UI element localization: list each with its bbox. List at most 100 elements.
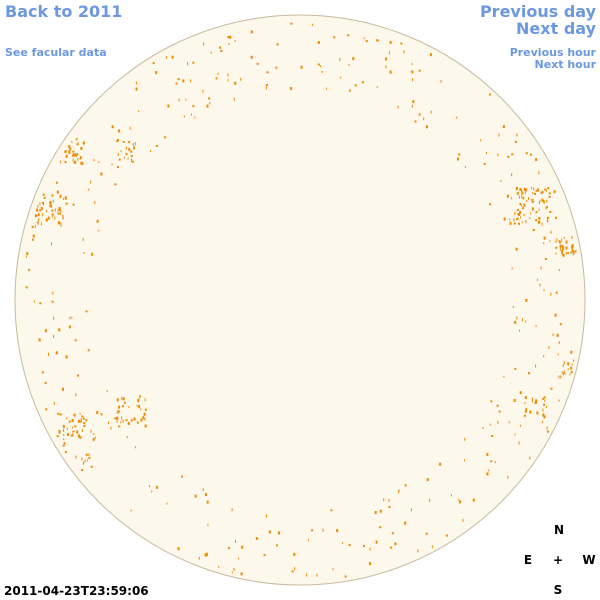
facula [165, 56, 167, 59]
facula [138, 398, 140, 400]
facula [114, 183, 117, 186]
facula [544, 258, 547, 260]
facula [322, 528, 324, 532]
facula [412, 100, 415, 104]
facula [516, 209, 519, 211]
facula [76, 430, 79, 434]
facula [560, 375, 562, 379]
facula [543, 396, 546, 399]
facula [275, 66, 278, 69]
facula [555, 240, 557, 243]
facula [548, 345, 550, 349]
facula [238, 557, 240, 560]
facula [111, 163, 113, 166]
facula [41, 371, 44, 374]
facula [507, 475, 509, 479]
facula [546, 189, 547, 192]
facula [122, 140, 125, 143]
facula [570, 366, 573, 370]
facula [152, 62, 155, 65]
facula [119, 425, 121, 428]
facula [81, 457, 83, 461]
compass-west: W [582, 553, 595, 567]
facula [31, 225, 34, 228]
facula [398, 489, 400, 493]
facula [59, 194, 62, 198]
facula [77, 157, 79, 161]
facula [439, 462, 442, 466]
facula [425, 532, 428, 535]
facula [561, 238, 563, 242]
facula [330, 509, 333, 512]
facula [231, 508, 233, 512]
facula [121, 405, 124, 408]
facula [558, 241, 561, 243]
facula [543, 236, 546, 240]
facula [126, 436, 128, 439]
compass-north: N [554, 523, 564, 537]
facula [56, 190, 59, 194]
facula [135, 87, 138, 91]
facula [37, 204, 39, 208]
previous-day-link[interactable]: Previous day [480, 2, 597, 21]
facula [426, 478, 429, 482]
facula [241, 545, 244, 549]
timestamp: 2011-04-23T23:59:06 [4, 584, 149, 598]
facula [144, 408, 147, 411]
facula [131, 160, 134, 163]
facula [290, 22, 293, 25]
facula [120, 421, 122, 424]
facula [546, 220, 548, 223]
facula [558, 239, 560, 242]
facula [516, 316, 518, 320]
facula [64, 451, 67, 454]
facula [90, 465, 93, 468]
facula [490, 460, 493, 463]
facula [389, 70, 392, 74]
facula [96, 219, 99, 223]
facula [51, 300, 54, 303]
next-hour-link[interactable]: Next hour [535, 58, 597, 71]
facula [78, 434, 81, 438]
facula [348, 64, 350, 66]
facula [181, 475, 183, 478]
facula [506, 194, 509, 198]
facula [462, 519, 464, 522]
facula [38, 218, 40, 222]
facula [520, 216, 522, 219]
facula [45, 408, 48, 411]
facula [354, 84, 357, 87]
facula [80, 420, 82, 423]
facula [572, 252, 574, 256]
facula [321, 71, 323, 73]
facular-link[interactable]: See facular data [5, 46, 107, 59]
facula [88, 456, 91, 459]
facula [209, 102, 211, 105]
facula [63, 442, 66, 445]
previous-hour-link[interactable]: Previous hour [510, 46, 597, 59]
facula [532, 397, 533, 401]
facula [31, 238, 34, 241]
facula [166, 502, 168, 505]
facula [571, 363, 573, 366]
facula [379, 526, 382, 529]
facula [142, 416, 145, 420]
facula [521, 221, 523, 224]
facula [571, 236, 573, 239]
facula [82, 141, 85, 145]
facula [562, 372, 564, 376]
facula [106, 390, 108, 393]
facula [44, 329, 47, 333]
facula [92, 437, 95, 441]
facula [549, 240, 551, 243]
facula [100, 413, 103, 416]
facula [138, 110, 140, 112]
facula [516, 192, 518, 196]
facula [42, 213, 44, 217]
next-day-link[interactable]: Next day [516, 19, 597, 38]
facula [563, 361, 565, 365]
back-link[interactable]: Back to 2011 [5, 2, 122, 21]
facula [388, 499, 390, 502]
facula [51, 214, 53, 218]
facula [513, 218, 515, 222]
